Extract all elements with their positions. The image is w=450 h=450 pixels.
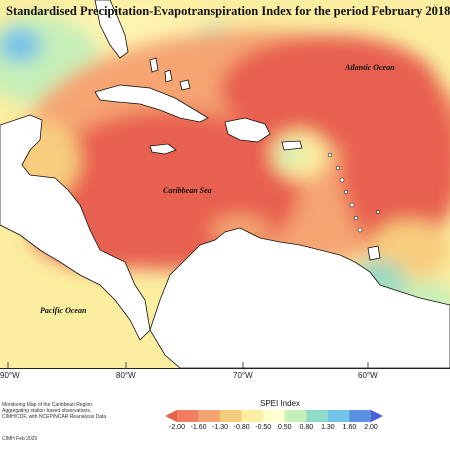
credits-line: CIMH/CDF, with NCEP/NCAR Reanalysis Data <box>2 414 107 421</box>
legend-swatch <box>327 410 350 422</box>
lon-tick-90w: 90°W <box>0 371 20 380</box>
lon-tick-70w: 70°W <box>233 371 253 380</box>
graticule-ticks <box>7 362 369 368</box>
legend-swatch-max <box>371 410 383 422</box>
legend-swatch <box>263 410 286 422</box>
pacific-ocean-label: Pacific Ocean <box>40 306 87 315</box>
caribbean-sea-label: Caribbean Sea <box>163 186 212 195</box>
legend-tick-label: -2.00 <box>169 424 185 431</box>
legend-title: SPEI Index <box>259 399 301 408</box>
map-title: Standardised Precipitation-Evapotranspir… <box>6 4 450 18</box>
lon-tick-80w: 80°W <box>116 371 136 380</box>
legend-colorbar <box>165 410 383 422</box>
legend-swatch <box>177 410 200 422</box>
spei-map <box>0 0 450 368</box>
legend-tick-label: -1.60 <box>190 424 207 431</box>
land-masses <box>0 0 450 368</box>
legend-swatch <box>198 410 221 422</box>
credits-line: Monitoring Map of the Caribbean Region. <box>2 402 94 408</box>
legend-swatch <box>284 410 307 422</box>
legend-tick-label: 0.80 <box>299 424 314 431</box>
legend-swatch <box>349 410 372 422</box>
date-stamp: CIMH Feb 2020 <box>2 436 38 442</box>
legend-labels: -2.00 -1.60 -1.30 -0.80 -0.50 0.50 0.80 1.30 1.6… <box>0 424 450 434</box>
legend-tick-label: 1.30 <box>321 424 335 431</box>
credits-text: Monitoring Map of the Caribbean Region. … <box>2 402 162 421</box>
legend-tick-label: -0.50 <box>255 424 272 431</box>
legend-swatch-min <box>165 410 177 422</box>
lesser-antilles <box>327 152 380 233</box>
legend-tick-label: -1.30 <box>212 424 229 431</box>
legend-tick-label: -0.80 <box>233 424 250 431</box>
atlantic-ocean-label: Atlantic Ocean <box>345 63 395 72</box>
credits-line: Aggregating station based observations, <box>2 408 92 415</box>
legend-swatch <box>220 410 243 422</box>
legend-swatch <box>306 410 329 422</box>
map-panel: Standardised Precipitation-Evapotranspir… <box>0 0 450 369</box>
legend-swatch <box>241 410 264 422</box>
lon-tick-60w: 60°W <box>358 371 378 380</box>
legend-tick-label: 0.50 <box>277 424 292 431</box>
legend-tick-label: 1.60 <box>342 424 357 431</box>
legend-tick-label: 2.00 <box>364 424 378 431</box>
